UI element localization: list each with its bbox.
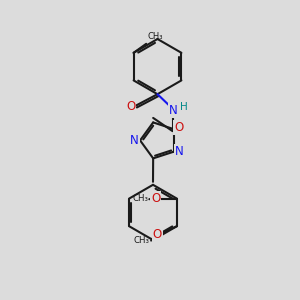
- Text: O: O: [152, 227, 162, 241]
- Text: N: N: [169, 104, 178, 117]
- Text: N: N: [175, 145, 184, 158]
- Text: N: N: [130, 134, 139, 147]
- Text: CH₃: CH₃: [132, 194, 148, 203]
- Text: CH₃: CH₃: [134, 236, 150, 244]
- Text: H: H: [180, 102, 188, 112]
- Text: O: O: [126, 100, 135, 113]
- Text: CH₃: CH₃: [147, 32, 163, 41]
- Text: O: O: [151, 192, 160, 205]
- Text: O: O: [174, 121, 183, 134]
